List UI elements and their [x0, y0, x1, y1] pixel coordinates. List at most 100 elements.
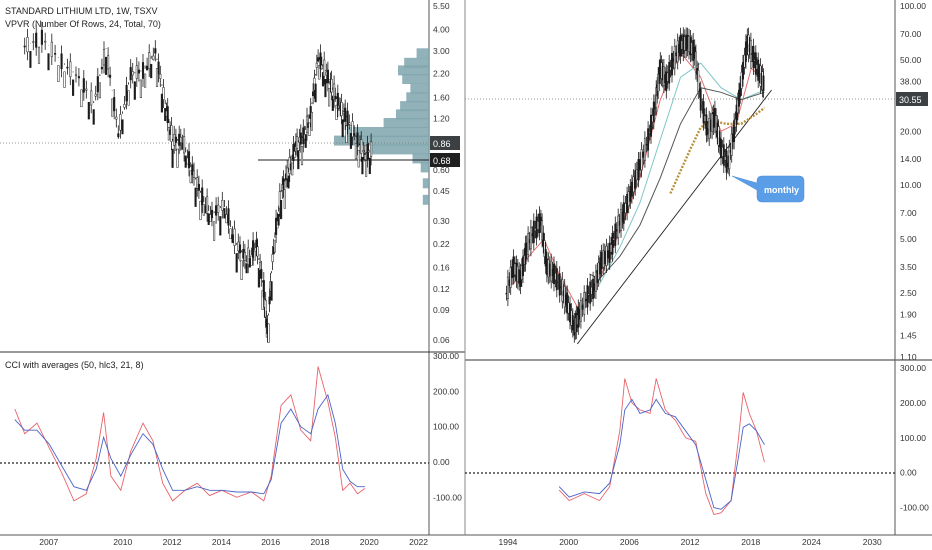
candle-body	[754, 52, 757, 75]
candle-body	[271, 254, 274, 262]
candle-body	[317, 57, 320, 62]
candle-body	[614, 223, 617, 246]
candle-body	[512, 256, 515, 278]
candle-body	[605, 245, 608, 266]
time-tick-label: 2007	[39, 537, 58, 547]
candle-body	[652, 101, 655, 123]
candle-body	[170, 125, 173, 142]
right-price-tag-bg	[896, 92, 928, 106]
vpvr-bar	[346, 127, 429, 137]
price-tag-secondary: 0.68	[433, 156, 451, 166]
candle-body	[184, 155, 187, 168]
price-tick-label: 2.50	[900, 288, 917, 298]
vpvr-bar	[398, 65, 429, 76]
price-tag-main-bg	[430, 136, 460, 150]
candle-body	[349, 133, 352, 149]
candle-body	[148, 52, 151, 69]
price-tick-label: 38.00	[900, 76, 922, 86]
candle-body	[326, 69, 329, 84]
candle-body	[627, 191, 630, 207]
candle-body	[159, 73, 162, 79]
candle-body	[558, 273, 561, 296]
price-tick-label: 3.50	[900, 262, 917, 272]
candle-body	[611, 232, 614, 255]
candle-body	[194, 187, 197, 207]
candle-body	[637, 159, 640, 181]
cci-tick-label: -100.00	[433, 492, 462, 502]
price-tick-label: 20.00	[900, 126, 922, 136]
candle-body	[260, 269, 263, 279]
candle-body	[308, 122, 311, 136]
candle-body	[597, 262, 600, 280]
candle-body	[166, 106, 169, 124]
candle-body	[174, 136, 177, 143]
candle-body	[324, 79, 327, 98]
candle-body	[40, 29, 43, 45]
candle-body	[725, 150, 728, 173]
candle-body	[682, 34, 685, 54]
candle-body	[152, 55, 155, 61]
left-time-axis: 2007 2010 2012 2014 2016 2018 2020 2022	[39, 537, 428, 547]
candle-body	[215, 205, 218, 216]
candle-body	[634, 170, 637, 189]
cci-tick-label: 200.00	[433, 386, 459, 396]
candle-body	[262, 280, 265, 298]
candle-body	[257, 268, 260, 288]
candle-body	[219, 216, 222, 236]
right-cci-series	[558, 378, 765, 516]
candle-body	[104, 56, 108, 75]
panel-frames	[0, 0, 932, 536]
candle-body	[66, 66, 69, 69]
candle-body	[607, 250, 609, 259]
candle-body	[121, 119, 124, 135]
price-tick-label: 0.06	[433, 335, 450, 345]
time-tick-label: 2012	[681, 537, 700, 547]
candle-body	[227, 208, 230, 226]
candle-body	[176, 148, 179, 168]
vpvr-bar	[410, 83, 429, 94]
price-tick-label: 0.22	[433, 239, 450, 249]
candle-body	[47, 53, 50, 71]
left-price-axis: 5.50 4.00 3.00 2.20 1.60 1.20 0.60 0.45 0.30 0.22…	[433, 1, 450, 345]
candle-body	[102, 49, 106, 66]
candle-body	[361, 156, 364, 175]
candle-body	[579, 300, 582, 322]
candle-body	[115, 116, 118, 120]
price-tick-label: 4.00	[433, 25, 450, 35]
candle-body	[527, 233, 530, 255]
time-tick-label: 2024	[802, 537, 821, 547]
candle-body	[722, 144, 725, 166]
candle-body	[199, 200, 202, 221]
candle-body	[107, 55, 110, 70]
candle-body	[69, 61, 72, 78]
candle-body	[119, 114, 122, 131]
candle-body	[63, 71, 66, 88]
candle-body	[705, 114, 708, 136]
candle-body	[630, 181, 633, 197]
candle-body	[635, 169, 638, 181]
price-tick-label: 1.20	[433, 114, 450, 124]
candle-body	[157, 61, 160, 75]
candle-body	[270, 281, 273, 301]
candle-body	[60, 53, 63, 70]
callout-bubble	[731, 175, 805, 203]
candle-body	[253, 250, 256, 261]
candle-body	[360, 139, 363, 154]
candle-body	[323, 59, 326, 77]
candle-body	[370, 141, 373, 157]
candle-body	[291, 162, 294, 176]
candle-body	[368, 157, 371, 175]
candle-body	[113, 97, 116, 112]
trendline	[576, 89, 772, 345]
candle-body	[173, 133, 176, 146]
right-time-axis: 1994 2000 2006 2012 2018 2024 2030	[499, 537, 882, 547]
candle-body	[87, 101, 90, 120]
candle-body	[547, 259, 550, 278]
price-tick-label: 2.20	[433, 69, 450, 79]
candle-body	[283, 189, 286, 209]
vpvr-bar	[412, 153, 429, 164]
candle-body	[252, 240, 255, 258]
vpvr-bar	[396, 109, 429, 120]
candle-body	[267, 323, 270, 343]
